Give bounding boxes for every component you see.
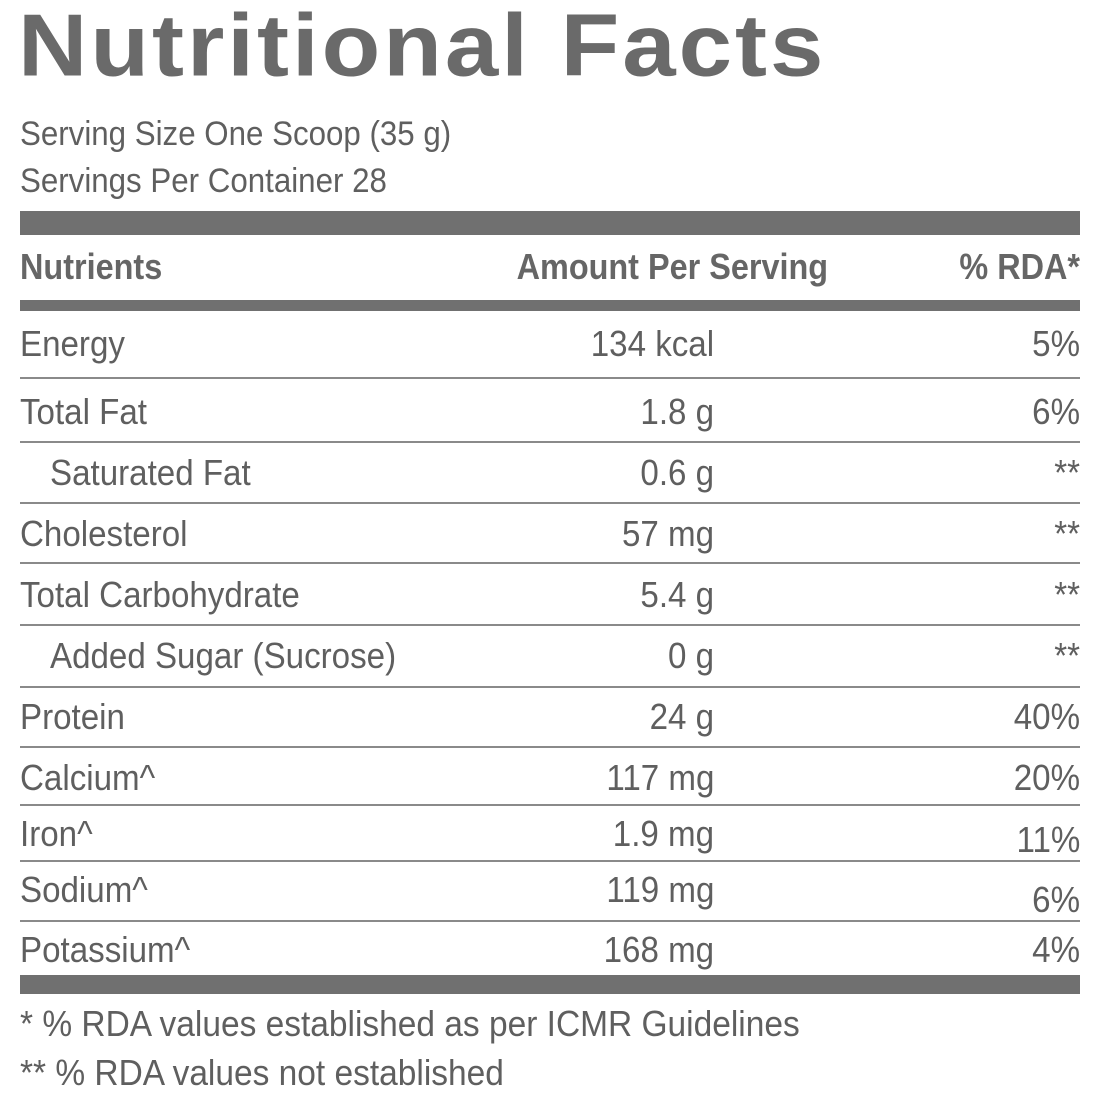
nutrient-amount: 168 mg xyxy=(603,929,714,970)
nutrient-rda: ** xyxy=(1054,574,1080,615)
nutrient-rda: 5% xyxy=(1032,323,1080,364)
nutrient-rda: 20% xyxy=(1013,757,1080,798)
nutrient-rda: 6% xyxy=(1032,879,1080,920)
row-divider xyxy=(20,860,1080,862)
nutrient-rda: ** xyxy=(1054,452,1080,493)
nutrient-amount: 117 mg xyxy=(605,757,714,798)
nutrient-amount: 57 mg xyxy=(621,513,714,554)
row-divider xyxy=(20,562,1080,564)
nutrient-amount: 134 kcal xyxy=(590,323,714,364)
row-divider xyxy=(20,920,1080,922)
nutrient-amount: 24 g xyxy=(649,696,714,737)
nutrient-amount: 5.4 g xyxy=(640,574,714,615)
nutrient-amount: 119 mg xyxy=(605,869,714,910)
header-amount: Amount Per Serving xyxy=(516,246,828,287)
nutrient-rda: ** xyxy=(1054,635,1080,676)
nutrient-name: Sodium^ xyxy=(20,869,148,910)
nutrient-rda: ** xyxy=(1054,513,1080,554)
bottom-thick-bar xyxy=(20,975,1080,994)
nutrient-name: Iron^ xyxy=(20,813,93,854)
nutrient-rda: 6% xyxy=(1032,391,1080,432)
nutrient-name: Added Sugar (Sucrose) xyxy=(50,635,397,676)
nutrient-name: Energy xyxy=(20,323,125,364)
header-bar xyxy=(20,300,1080,311)
row-divider xyxy=(20,624,1080,626)
footnote-rda-not-established: ** % RDA values not established xyxy=(20,1052,504,1093)
row-divider xyxy=(20,804,1080,806)
servings-per-container: Servings Per Container 28 xyxy=(20,162,387,200)
top-thick-bar xyxy=(20,211,1080,235)
nutrient-name: Total Fat xyxy=(20,391,148,432)
nutrient-rda: 11% xyxy=(1016,819,1080,860)
nutrient-name: Potassium^ xyxy=(20,929,191,970)
row-divider xyxy=(20,746,1080,748)
nutrient-rda: 4% xyxy=(1032,929,1080,970)
nutrient-amount: 1.9 mg xyxy=(612,813,714,854)
nutrient-name: Calcium^ xyxy=(20,757,156,798)
nutrient-rda: 40% xyxy=(1013,696,1080,737)
nutrient-name: Protein xyxy=(20,696,125,737)
nutrient-amount: 0 g xyxy=(667,635,714,676)
nutrient-amount: 0.6 g xyxy=(640,452,714,493)
nutrient-name: Saturated Fat xyxy=(50,452,251,493)
row-divider xyxy=(20,502,1080,504)
row-divider xyxy=(20,686,1080,688)
table-header: Nutrients Amount Per Serving % RDA* xyxy=(20,246,1080,296)
header-nutrients: Nutrients xyxy=(20,246,163,287)
row-divider xyxy=(20,441,1080,443)
nutrient-amount: 1.8 g xyxy=(640,391,714,432)
serving-size: Serving Size One Scoop (35 g) xyxy=(20,115,452,153)
nutrient-name: Total Carbohydrate xyxy=(20,574,300,615)
footnote-rda-established: * % RDA values established as per ICMR G… xyxy=(20,1003,800,1044)
header-rda: % RDA* xyxy=(959,246,1080,287)
row-divider xyxy=(20,377,1080,379)
nutrient-name: Cholesterol xyxy=(20,513,188,554)
label-title: Nutritional Facts xyxy=(18,0,827,95)
